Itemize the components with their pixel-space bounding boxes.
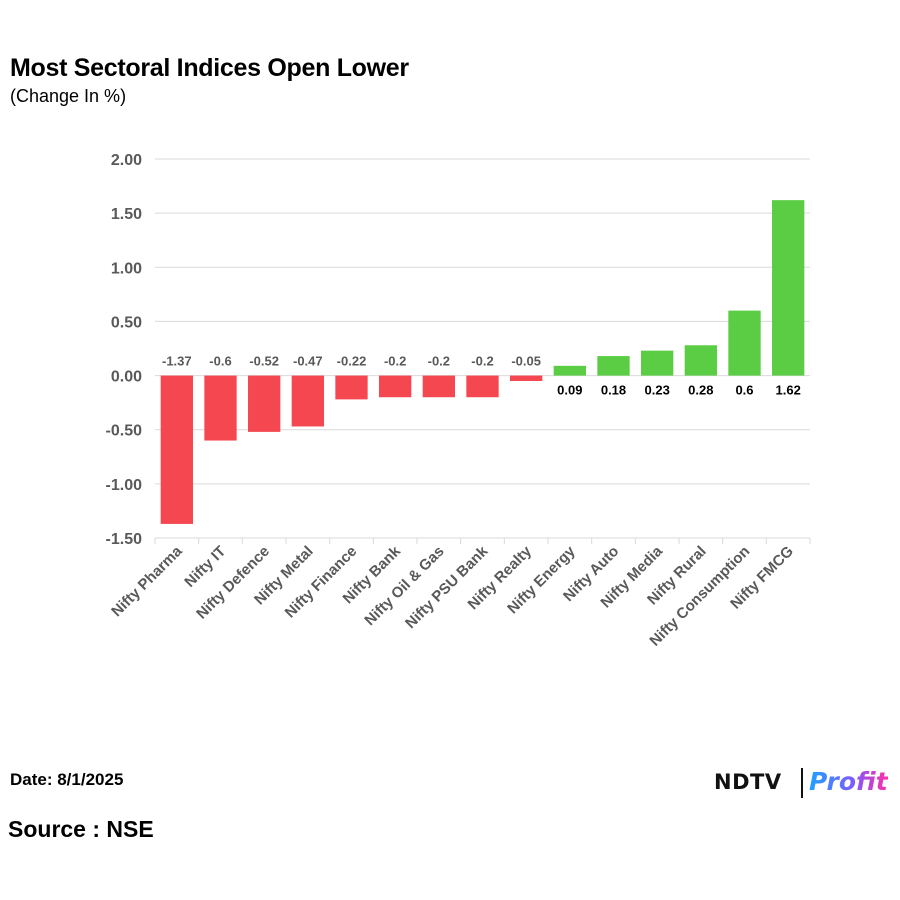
data-label: -0.6: [209, 354, 231, 369]
data-label: -0.22: [337, 354, 367, 369]
bar-nifty-media: [641, 350, 674, 376]
data-labels: -1.37 -0.6 -0.52 -0.47 -0.22 -0.2 -0.2 -0.2 -0.0…: [162, 354, 801, 398]
data-label: 1.62: [776, 383, 801, 398]
bar-nifty-psu-bank: [466, 375, 499, 398]
bar-nifty-rural: [684, 345, 717, 376]
ndtv-profit-logo: NDTV Profit: [714, 766, 894, 802]
bar-nifty-defence: [248, 375, 281, 432]
chart-title: Most Sectoral Indices Open Lower: [10, 54, 409, 82]
data-label: 0.09: [557, 383, 582, 398]
bar-nifty-consumption: [728, 310, 761, 376]
logo-brand-text: NDTV: [714, 770, 782, 794]
y-tick-label: 2.00: [111, 152, 142, 169]
y-tick-label: -1.50: [106, 531, 143, 548]
y-axis-ticks: 2.00 1.50 1.00 0.50 0.00 -0.50 -1.00 -1.50: [106, 152, 143, 548]
data-label: -0.05: [511, 354, 541, 369]
bar-nifty-realty: [510, 375, 543, 381]
x-tick-label: Nifty Pharma: [108, 542, 186, 620]
data-label: -1.37: [162, 354, 192, 369]
bar-nifty-pharma: [160, 375, 193, 524]
data-label: -0.47: [293, 354, 323, 369]
bar-nifty-fmcg: [772, 200, 805, 376]
bar-nifty-metal: [291, 375, 324, 427]
bar-nifty-bank: [379, 375, 412, 398]
y-tick-label: 0.00: [111, 369, 142, 386]
data-label: 0.18: [601, 383, 626, 398]
bar-nifty-it: [204, 375, 237, 441]
chart-subtitle: (Change In %): [10, 86, 127, 106]
data-label: -0.2: [428, 354, 450, 369]
data-label: -0.2: [384, 354, 406, 369]
data-label: -0.2: [471, 354, 493, 369]
logo-separator: [801, 768, 803, 798]
bar-nifty-oil-gas: [422, 375, 455, 398]
y-tick-label: 0.50: [111, 314, 142, 331]
bar-nifty-finance: [335, 375, 368, 400]
y-tick-label: -0.50: [106, 423, 143, 440]
bar-nifty-auto: [597, 356, 630, 376]
y-tick-label: 1.00: [111, 260, 142, 277]
date-label: Date: 8/1/2025: [10, 770, 124, 789]
data-label: -0.52: [249, 354, 279, 369]
data-label: 0.23: [645, 383, 670, 398]
data-label: 0.28: [688, 383, 713, 398]
x-tick-label: Nifty Oil & Gas: [361, 543, 447, 629]
logo-product-text: Profit: [809, 767, 888, 796]
bars: [160, 200, 805, 524]
y-tick-label: 1.50: [111, 206, 142, 223]
bar-nifty-energy: [553, 365, 586, 376]
data-label: 0.6: [735, 383, 753, 398]
source-label: Source : NSE: [8, 816, 154, 842]
y-tick-label: -1.00: [106, 477, 143, 494]
